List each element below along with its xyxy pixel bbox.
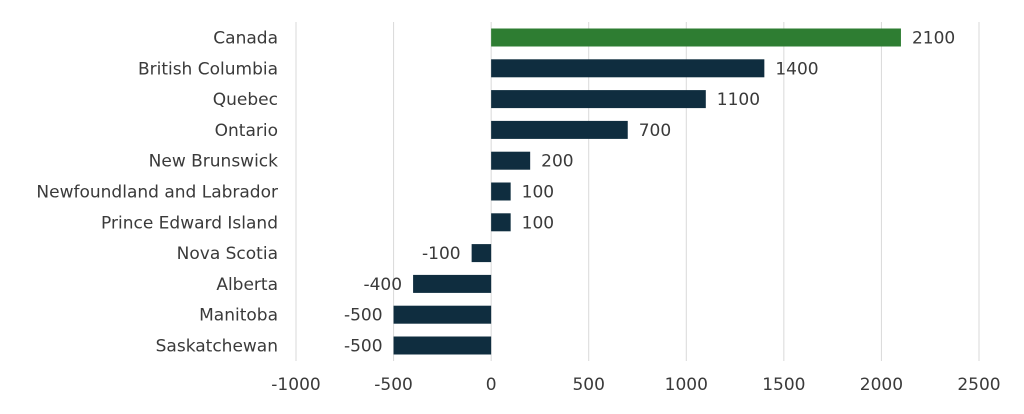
bar-manitoba [393,305,492,324]
data-label-newfoundland-and-labrador: 100 [522,183,554,203]
x-tick-label-500: -500 [374,375,413,395]
x-tick-label-2500: 2500 [957,375,1000,395]
x-tick-label-0: 0 [486,375,497,395]
data-label-alberta: -400 [363,275,402,295]
bar-newfoundland-and-labrador [491,182,511,201]
bar-nova-scotia [471,244,492,263]
data-label-prince-edward-island: 100 [522,213,554,233]
data-label-nova-scotia: -100 [422,244,461,264]
category-label-saskatchewan: Saskatchewan [156,337,278,357]
bar-ontario [491,120,628,139]
data-label-saskatchewan: -500 [344,337,383,357]
data-label-ontario: 700 [639,121,671,141]
x-tick-label-2000: 2000 [860,375,903,395]
data-labels: 2100 1400 1100 700 200 100 100 -100 -400 -500 -500 [344,29,955,357]
data-label-new-brunswick: 200 [541,152,573,172]
x-axis-ticks: -1000 -500 0 500 1000 1500 2000 2500 [271,375,1000,395]
data-label-canada: 2100 [912,29,955,49]
bar-british-columbia [491,59,765,78]
category-label-canada: Canada [213,29,278,49]
bar-new-brunswick [491,151,531,170]
category-label-newfoundland-and-labrador: Newfoundland and Labrador [36,183,278,203]
category-labels: Canada British Columbia Quebec Ontario New B… [36,29,278,357]
category-label-british-columbia: British Columbia [138,59,278,79]
bar-alberta [413,274,492,293]
category-label-prince-edward-island: Prince Edward Island [101,213,278,233]
bar-saskatchewan [393,336,492,355]
bar-quebec [491,90,706,109]
data-label-quebec: 1100 [717,90,760,110]
category-label-new-brunswick: New Brunswick [149,152,279,172]
bar-prince-edward-island [491,213,511,232]
category-label-manitoba: Manitoba [199,306,278,326]
x-tick-label-1000: -1000 [271,375,320,395]
category-label-quebec: Quebec [213,90,278,110]
category-label-ontario: Ontario [215,121,278,141]
x-tick-label-1000: 1000 [665,375,708,395]
category-label-alberta: Alberta [216,275,278,295]
bar-canada [491,28,901,47]
x-tick-label-500: 500 [572,375,604,395]
x-tick-label-1500: 1500 [762,375,805,395]
bars [393,28,901,355]
category-label-nova-scotia: Nova Scotia [177,244,278,264]
data-label-manitoba: -500 [344,306,383,326]
data-label-british-columbia: 1400 [775,59,818,79]
